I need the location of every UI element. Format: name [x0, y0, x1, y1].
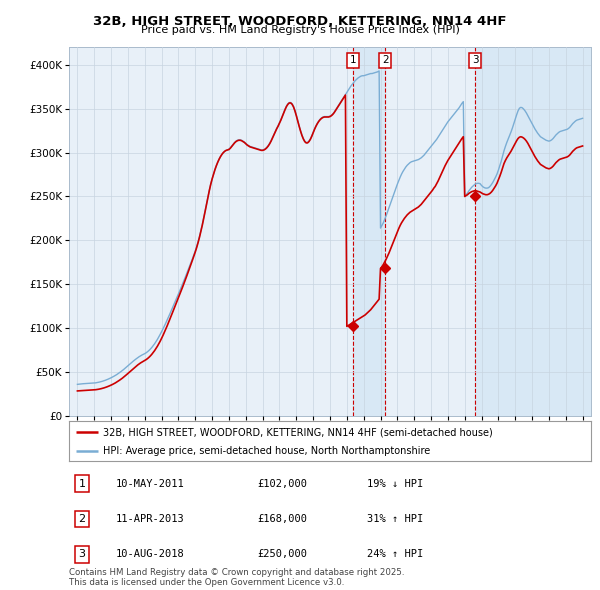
Text: 11-APR-2013: 11-APR-2013: [116, 514, 185, 524]
Text: £102,000: £102,000: [257, 478, 307, 489]
Text: 3: 3: [79, 549, 86, 559]
Text: 24% ↑ HPI: 24% ↑ HPI: [367, 549, 423, 559]
Text: 1: 1: [79, 478, 86, 489]
Text: £168,000: £168,000: [257, 514, 307, 524]
Text: 2: 2: [79, 514, 86, 524]
Bar: [475, 47, 591, 416]
Text: 3: 3: [472, 55, 478, 65]
Text: 19% ↓ HPI: 19% ↓ HPI: [367, 478, 423, 489]
Text: Price paid vs. HM Land Registry's House Price Index (HPI): Price paid vs. HM Land Registry's House …: [140, 25, 460, 35]
Text: 10-AUG-2018: 10-AUG-2018: [116, 549, 185, 559]
Text: £250,000: £250,000: [257, 549, 307, 559]
Text: 32B, HIGH STREET, WOODFORD, KETTERING, NN14 4HF: 32B, HIGH STREET, WOODFORD, KETTERING, N…: [93, 15, 507, 28]
Bar: [353, 47, 385, 416]
Text: 10-MAY-2011: 10-MAY-2011: [116, 478, 185, 489]
Text: 1: 1: [350, 55, 356, 65]
Text: HPI: Average price, semi-detached house, North Northamptonshire: HPI: Average price, semi-detached house,…: [103, 447, 430, 456]
Text: Contains HM Land Registry data © Crown copyright and database right 2025.
This d: Contains HM Land Registry data © Crown c…: [69, 568, 404, 587]
Text: 32B, HIGH STREET, WOODFORD, KETTERING, NN14 4HF (semi-detached house): 32B, HIGH STREET, WOODFORD, KETTERING, N…: [103, 428, 493, 438]
Text: 2: 2: [382, 55, 389, 65]
Text: 31% ↑ HPI: 31% ↑ HPI: [367, 514, 423, 524]
